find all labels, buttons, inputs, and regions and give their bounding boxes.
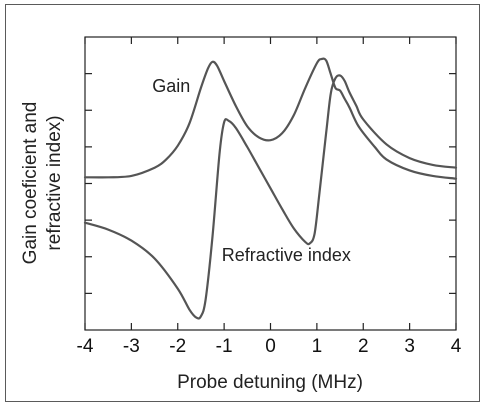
x-tick-label: -3 [123,336,140,357]
x-tick-label: 2 [358,336,369,357]
x-tick-label: 3 [404,336,415,357]
figure-frame [5,4,480,402]
x-tick-label: 1 [312,336,323,357]
x-tick-label: -2 [169,336,186,357]
x-tick-label: -1 [216,336,233,357]
series-gain-line [83,57,458,180]
x-tick-label: 4 [451,336,462,357]
y-axis-label: Gain coeficient and refractive index) [20,102,65,265]
y-axis-label-line-2: refractive index) [44,115,65,250]
x-tick-label: -4 [77,336,94,357]
y-axis-label-line-1: Gain coeficient and [20,102,41,265]
series-layer [83,57,458,320]
x-axis-label: Probe detuning (MHz) [177,372,363,393]
annotation-refractive-index: Refractive index [222,245,351,265]
annotations: Gain Refractive index [152,76,351,265]
annotation-gain: Gain [152,76,190,96]
x-tick-label: 0 [265,336,276,357]
series-refractive-index-line [83,74,458,320]
axis-ticks: -4 -3 -2 -1 0 1 2 3 4 [77,37,462,357]
plot-area [84,36,457,331]
